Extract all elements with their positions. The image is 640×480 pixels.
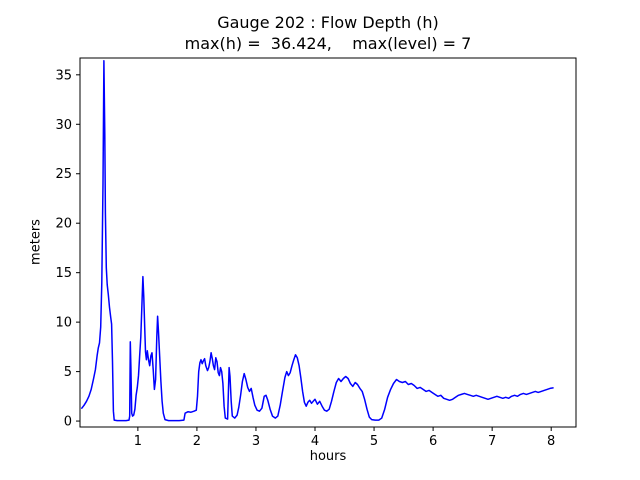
x-tick-label: 7: [488, 434, 496, 449]
x-tick-label: 8: [547, 434, 555, 449]
chart-subtitle: max(h) = 36.424, max(level) = 7: [184, 34, 472, 53]
chart-title: Gauge 202 : Flow Depth (h): [217, 13, 439, 32]
x-tick-label: 2: [193, 434, 201, 449]
x-tick-label: 6: [429, 434, 437, 449]
x-axis-label: hours: [309, 449, 347, 464]
x-tick-label: 5: [370, 434, 378, 449]
y-tick-label: 0: [64, 415, 72, 430]
y-tick-label: 20: [55, 217, 72, 232]
flow-depth-line: [81, 60, 554, 422]
y-tick-label: 25: [55, 167, 72, 182]
y-tick-label: 15: [55, 266, 72, 281]
y-axis-label: meters: [28, 219, 44, 265]
x-tick-label: 3: [252, 434, 260, 449]
x-tick-label: 1: [134, 434, 142, 449]
y-tick-label: 5: [64, 365, 72, 380]
y-tick-label: 30: [55, 118, 72, 133]
y-tick-label: 35: [55, 68, 72, 83]
y-tick-label: 10: [55, 316, 72, 331]
x-tick-label: 4: [311, 434, 319, 449]
plot-border: [79, 57, 577, 428]
